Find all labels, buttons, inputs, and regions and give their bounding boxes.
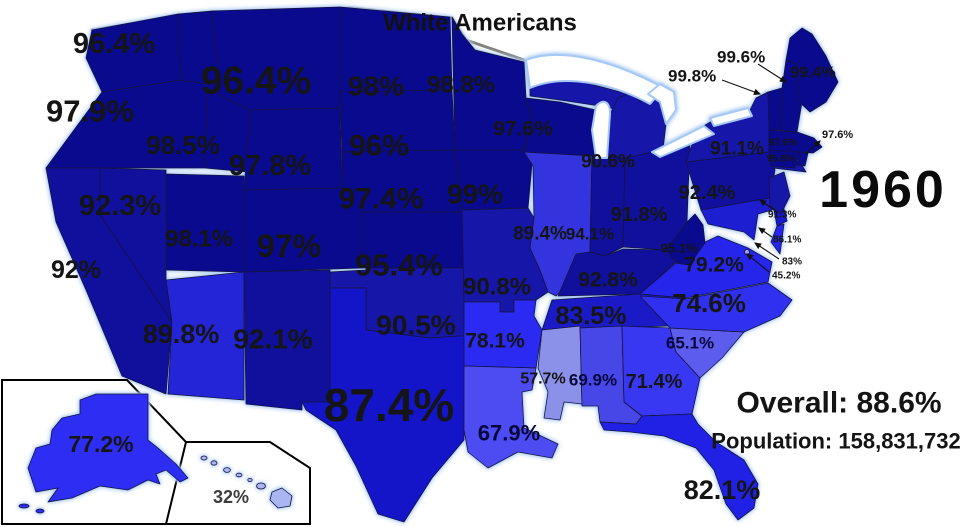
state-california (45, 167, 173, 395)
hawaii-island-maui (256, 482, 266, 490)
contiguous-us (45, 6, 839, 523)
hawaii-island-hawaii (269, 487, 293, 509)
label-district-of-columbia: 45.2% (772, 271, 800, 282)
label-oklahoma: 90.5% (376, 310, 455, 341)
label-new-hampshire: 99.6% (717, 48, 765, 67)
label-north-dakota: 98% (348, 71, 404, 102)
label-kansas: 95.4% (355, 248, 443, 283)
label-mississippi: 57.7% (520, 371, 565, 388)
label-arkansas: 78.1% (465, 330, 525, 353)
lake-erie (651, 125, 715, 158)
new-jersey-leader-arrow (759, 199, 775, 211)
label-new-york: 91.1% (710, 139, 764, 160)
label-alabama: 69.9% (569, 371, 617, 390)
label-pennsylvania: 92.4% (679, 182, 736, 204)
label-montana: 96.4% (201, 60, 312, 103)
label-idaho: 98.5% (146, 130, 220, 160)
state-utah (165, 173, 245, 273)
label-delaware: 86.1% (773, 235, 801, 246)
overall-stat: Overall: 88.6% (736, 387, 941, 420)
label-missouri: 90.8% (463, 274, 531, 301)
population-stat: Population: 158,831,732 (711, 429, 960, 454)
label-massachusetts: 97.6% (769, 138, 797, 149)
label-kentucky: 92.8% (578, 269, 638, 292)
state-maine (785, 27, 839, 113)
label-ohio: 91.8% (611, 204, 668, 226)
delaware-leader-arrow (758, 227, 773, 238)
label-nevada: 92.3% (79, 190, 161, 222)
alaska-aleutian-island (18, 503, 30, 509)
state-alaska (27, 393, 189, 503)
label-hawaii: 32% (213, 487, 249, 507)
hawaii-island-oahu (223, 467, 231, 473)
maryland-leader-arrow (754, 242, 780, 260)
label-indiana: 94.1% (566, 225, 614, 244)
label-iowa: 99% (447, 179, 503, 210)
state-florida (599, 413, 759, 521)
label-rhode-island: 97.6% (822, 129, 853, 141)
alaska-hawaii (18, 393, 293, 514)
label-minnesota: 98.8% (427, 72, 495, 99)
label-north-carolina: 74.6% (672, 288, 746, 318)
label-virginia: 79.2% (684, 254, 744, 277)
hawaii-island-kauai (210, 460, 218, 466)
dc-leader-arrow (746, 253, 770, 273)
label-new-jersey: 91.3% (768, 210, 796, 221)
state-district-of-columbia (744, 249, 750, 255)
alaska-inset-box (1, 379, 188, 525)
label-wyoming: 97.8% (229, 150, 311, 182)
label-california: 92% (51, 256, 101, 284)
state-connecticut (768, 149, 800, 169)
label-maryland: 83% (782, 257, 802, 268)
hawaii-island-niihau (200, 455, 208, 461)
label-vermont: 99.8% (668, 67, 716, 86)
state-rhode-island (796, 151, 809, 167)
label-florida: 82.1% (684, 475, 761, 505)
state-west-virginia (665, 213, 706, 266)
lake-huron (647, 83, 677, 125)
state-louisiana (463, 365, 559, 469)
label-tennessee: 83.5% (556, 302, 627, 330)
label-louisiana: 67.9% (478, 421, 540, 446)
label-nebraska: 97.4% (338, 183, 423, 216)
hawaii-inset-box (166, 441, 311, 525)
label-maine: 99.4% (790, 65, 835, 82)
state-north-carolina (639, 282, 793, 333)
label-washington: 96.4% (73, 28, 155, 60)
new-hampshire-leader-arrow (757, 63, 787, 83)
state-iowa (454, 149, 533, 211)
state-texas (301, 287, 493, 523)
hawaii-island-molokai (235, 472, 243, 478)
label-colorado: 97% (257, 228, 321, 264)
label-arizona: 89.8% (143, 319, 220, 349)
label-michigan: 90.6% (581, 152, 635, 173)
vermont-leader-arrow (721, 79, 762, 96)
state-arizona (165, 271, 245, 401)
state-new-jersey (768, 171, 791, 215)
rhode-island-leader-arrow (805, 140, 821, 155)
lake-ontario (709, 107, 753, 127)
label-oregon: 97.9% (46, 94, 134, 129)
label-new-mexico: 92.1% (233, 324, 312, 355)
label-wisconsin: 97.6% (493, 118, 553, 141)
label-connecticut: 95.6% (767, 154, 795, 165)
label-texas: 87.4% (324, 379, 454, 431)
label-alaska: 77.2% (68, 431, 133, 457)
state-michigan (606, 91, 667, 159)
state-virginia-eastern-shore (770, 223, 785, 255)
year-label: 1960 (819, 161, 947, 219)
label-south-carolina: 65.1% (666, 334, 714, 353)
lake-michigan (591, 100, 611, 159)
hawaii-island-lanai (247, 477, 253, 482)
label-utah: 98.1% (165, 226, 233, 253)
state-indiana (589, 155, 626, 257)
label-south-dakota: 96% (349, 130, 409, 163)
page-title: White Americans (383, 10, 577, 37)
label-georgia: 71.4% (626, 371, 683, 393)
label-illinois: 89.4% (513, 224, 567, 245)
alaska-aleutian-island (35, 508, 45, 514)
label-west-virginia: 95.1% (661, 241, 698, 256)
